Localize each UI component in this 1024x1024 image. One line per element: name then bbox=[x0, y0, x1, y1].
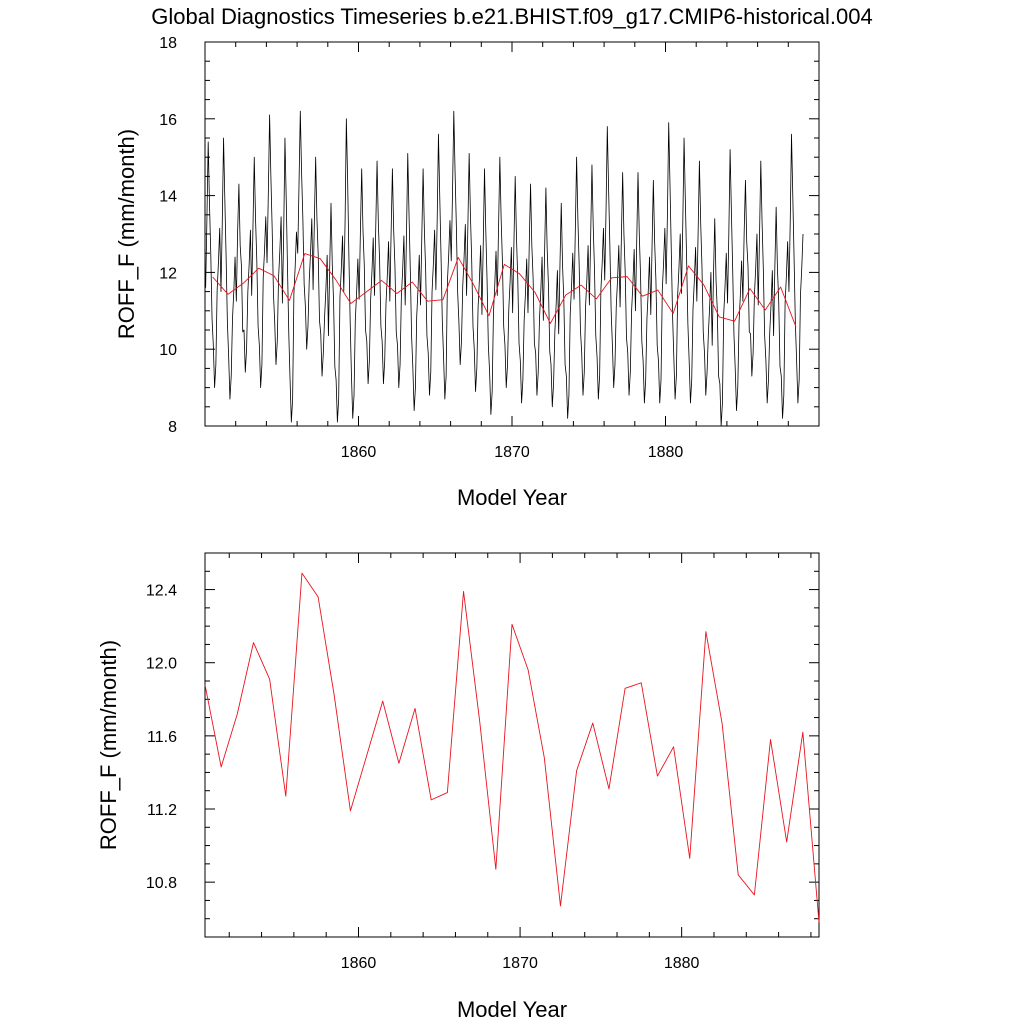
monthly-series-line bbox=[205, 110, 804, 427]
y-tick-label: 18 bbox=[159, 35, 177, 52]
x-tick-label: 1880 bbox=[648, 444, 684, 461]
top-plot-frame bbox=[204, 41, 820, 427]
x-tick-label: 1860 bbox=[341, 444, 377, 461]
bottom-panel: Model Year ROFF_F (mm/month) 1860 1870 188… bbox=[96, 552, 820, 1022]
y-tick-label: 10.8 bbox=[146, 875, 177, 892]
y-tick-label: 12 bbox=[159, 265, 177, 282]
y-tick-label: 11.2 bbox=[147, 802, 177, 819]
x-tick-label: 1870 bbox=[494, 444, 530, 461]
y-tick-label: 14 bbox=[159, 189, 177, 206]
chart-title: Global Diagnostics Timeseries b.e21.BHIS… bbox=[151, 4, 872, 29]
y-tick-label: 12.4 bbox=[146, 583, 177, 600]
x-tick-label: 1870 bbox=[502, 955, 538, 972]
axis-ticks: 1860 1870 1880 8 10 12 14 16 18 bbox=[159, 35, 820, 461]
bottom-y-axis-label: ROFF_F (mm/month) bbox=[96, 640, 121, 850]
bottom-x-axis-label: Model Year bbox=[457, 997, 567, 1022]
annual-mean-line bbox=[204, 572, 820, 923]
top-panel: Model Year ROFF_F (mm/month) 1860 1870 188… bbox=[114, 35, 820, 510]
axis-ticks: 1860 1870 1880 10.8 11.2 11.6 12.0 12.4 bbox=[146, 552, 819, 972]
y-tick-label: 11.6 bbox=[147, 729, 177, 746]
y-tick-label: 16 bbox=[159, 112, 177, 129]
x-tick-label: 1880 bbox=[664, 955, 700, 972]
top-y-axis-label: ROFF_F (mm/month) bbox=[114, 129, 139, 339]
y-tick-label: 8 bbox=[168, 419, 177, 436]
bottom-plot-frame bbox=[204, 552, 820, 938]
annual-mean-line bbox=[212, 253, 797, 328]
x-tick-label: 1860 bbox=[341, 955, 377, 972]
y-tick-label: 12.0 bbox=[146, 656, 177, 673]
top-x-axis-label: Model Year bbox=[457, 485, 567, 510]
y-tick-label: 10 bbox=[159, 342, 177, 359]
